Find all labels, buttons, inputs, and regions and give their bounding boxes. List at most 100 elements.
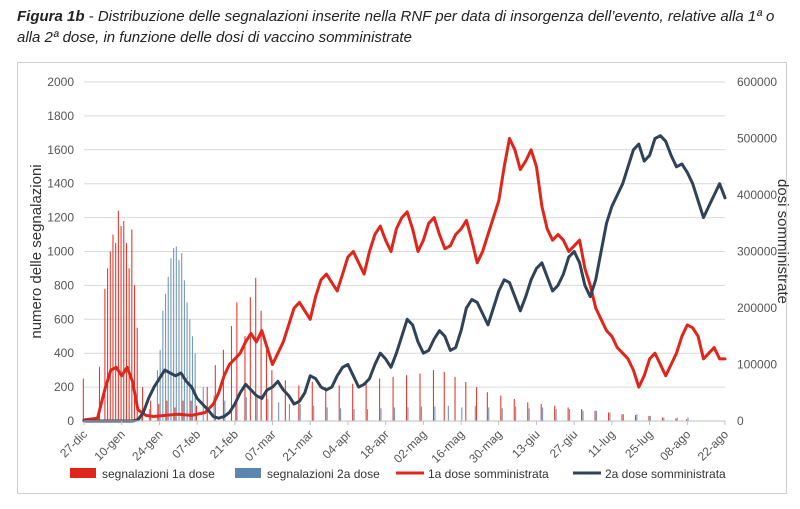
bar-segnalazioni-2a — [474, 405, 476, 421]
bar-segnalazioni-2a — [194, 353, 196, 421]
bar-segnalazioni-1a — [271, 370, 273, 421]
y2-tick-label: 200000 — [737, 301, 777, 315]
bar-segnalazioni-2a — [178, 259, 180, 421]
bar-segnalazioni-2a — [687, 417, 689, 421]
bar-segnalazioni-1a — [379, 378, 381, 421]
y-tick-label: 600 — [54, 312, 74, 326]
bar-segnalazioni-1a — [443, 371, 445, 421]
bar-segnalazioni-1a — [112, 234, 114, 421]
bar-segnalazioni-1a — [214, 365, 216, 421]
bar-segnalazioni-2a — [622, 414, 624, 421]
legend-label: segnalazioni 1a dose — [102, 467, 215, 481]
bar-segnalazioni-1a — [634, 415, 637, 421]
x-tick-label: 13-giu — [509, 427, 542, 460]
bar-segnalazioni-1a — [158, 404, 160, 421]
y2-tick-label: 300000 — [737, 245, 777, 259]
y-tick-label: 800 — [54, 278, 74, 292]
bar-segnalazioni-2a — [461, 407, 463, 421]
x-tick-label: 27-giu — [547, 427, 580, 460]
bar-segnalazioni-1a — [117, 210, 119, 421]
x-tick-label: 02-mag — [391, 427, 430, 466]
figure-caption: Figura 1b - Distribuzione delle segnalaz… — [17, 6, 787, 48]
bar-segnalazioni-1a — [686, 419, 688, 421]
bar-segnalazioni-2a — [515, 406, 517, 421]
bar-segnalazioni-1a — [128, 268, 130, 421]
x-tick-label: 21-mar — [280, 427, 317, 464]
bar-segnalazioni-1a — [476, 387, 478, 421]
bar-segnalazioni-1a — [581, 409, 583, 421]
legend-swatch — [70, 468, 96, 478]
bar-segnalazioni-2a — [156, 370, 159, 421]
bar-segnalazioni-2a — [213, 395, 215, 421]
bar-segnalazioni-1a — [365, 380, 367, 421]
bar-segnalazioni-2a — [288, 404, 290, 421]
bar-segnalazioni-2a — [340, 408, 342, 421]
bar-segnalazioni-1a — [98, 366, 101, 421]
bar-segnalazioni-2a — [181, 253, 183, 421]
bar-segnalazioni-2a — [175, 246, 177, 421]
bar-segnalazioni-1a — [486, 392, 488, 421]
bars — [82, 210, 689, 421]
bar-segnalazioni-1a — [136, 327, 138, 421]
bar-segnalazioni-2a — [380, 408, 382, 421]
bar-segnalazioni-1a — [249, 297, 251, 421]
bar-segnalazioni-1a — [133, 285, 136, 421]
legend-swatch — [235, 468, 261, 478]
x-tick-label: 18-apr — [357, 427, 391, 461]
bar-segnalazioni-2a — [170, 258, 172, 421]
bar-segnalazioni-2a — [528, 408, 530, 421]
bar-segnalazioni-2a — [313, 405, 315, 421]
bar-segnalazioni-1a — [432, 370, 435, 421]
x-tick-label: 27-dic — [57, 427, 90, 460]
y2-tick-label: 0 — [737, 414, 744, 428]
bar-segnalazioni-1a — [182, 400, 184, 421]
line-1a-dose — [82, 137, 727, 422]
x-tick-label: 04-apr — [320, 427, 354, 461]
bar-segnalazioni-2a — [235, 402, 237, 421]
y-tick-label: 200 — [54, 380, 74, 394]
legend-label: 1a dose somministrata — [428, 467, 549, 481]
y-tick-label: 1000 — [47, 245, 74, 259]
bar-segnalazioni-2a — [393, 407, 396, 421]
figure-label: Figura 1b — [17, 8, 85, 25]
bar-segnalazioni-1a — [190, 400, 192, 421]
bar-segnalazioni-2a — [595, 410, 598, 421]
bar-segnalazioni-1a — [338, 385, 340, 421]
bar-segnalazioni-1a — [166, 400, 168, 421]
x-tick-label: 07-mar — [242, 427, 279, 464]
bar-segnalazioni-1a — [222, 349, 224, 421]
y-tick-label: 1200 — [47, 211, 74, 225]
bar-segnalazioni-2a — [649, 415, 651, 421]
bar-segnalazioni-1a — [454, 376, 456, 421]
bar-segnalazioni-2a — [278, 402, 280, 421]
y-axis-title: numero delle segnalazioni — [28, 164, 45, 338]
bar-segnalazioni-1a — [260, 310, 262, 421]
chart-frame — [17, 62, 787, 494]
y-tick-label: 1800 — [47, 109, 74, 123]
bar-segnalazioni-1a — [594, 410, 596, 421]
bar-segnalazioni-1a — [527, 402, 529, 421]
bar-segnalazioni-1a — [500, 395, 502, 421]
bar-segnalazioni-1a — [419, 373, 421, 421]
bar-segnalazioni-1a — [554, 405, 556, 421]
axes: 0 200 400 600 800 1000 1200 1400 1600 1800 2000 0 10… — [47, 75, 777, 466]
bar-segnalazioni-1a — [352, 383, 354, 421]
y-tick-label: 400 — [54, 346, 74, 360]
bar-segnalazioni-2a — [609, 412, 611, 421]
bar-segnalazioni-2a — [191, 336, 194, 421]
x-tick-label: 11-lug — [585, 427, 618, 460]
bar-segnalazioni-1a — [236, 302, 238, 421]
bar-segnalazioni-2a — [167, 276, 169, 421]
line-2a-dose — [82, 134, 727, 423]
y-tick-label: 2000 — [47, 75, 74, 89]
y2-axis-title: dosi somministrate — [774, 179, 791, 304]
bar-segnalazioni-2a — [447, 405, 449, 421]
bar-segnalazioni-2a — [582, 410, 584, 421]
x-tick-label: 30-mag — [466, 427, 505, 466]
bar-segnalazioni-1a — [150, 400, 152, 421]
y2-tick-label: 100000 — [737, 358, 777, 372]
y-tick-label: 0 — [67, 414, 74, 428]
bar-segnalazioni-1a — [567, 407, 569, 421]
bar-segnalazioni-2a — [173, 248, 175, 421]
